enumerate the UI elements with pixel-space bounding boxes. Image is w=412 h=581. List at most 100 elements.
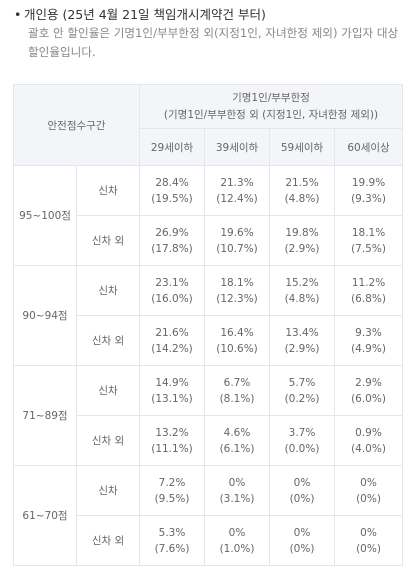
discount-rate: 23.1% — [155, 276, 189, 289]
discount-rate: 0.9% — [355, 426, 382, 439]
discount-rate-cell: 28.4% (19.5%) — [139, 165, 205, 216]
discount-rate-cell: 21.5% (4.8%) — [269, 165, 335, 216]
discount-rate-cell: 23.1% (16.0%) — [139, 265, 205, 316]
discount-rate-cell: 21.6% (14.2%) — [139, 315, 205, 366]
alt-discount-rate: (1.0%) — [219, 542, 255, 555]
discount-rate: 0% — [360, 476, 377, 489]
discount-rate-cell: 0% (0%) — [269, 465, 335, 516]
discount-rate-cell: 0% (0%) — [269, 515, 335, 566]
discount-rate-cell: 18.1% (12.3%) — [204, 265, 270, 316]
discount-rate: 14.9% — [155, 376, 189, 389]
discount-rate: 0% — [360, 526, 377, 539]
discount-rate: 7.2% — [158, 476, 186, 489]
discount-rate-cell: 16.4% (10.6%) — [204, 315, 270, 366]
heading-title: 개인용 (25년 4월 21일 책임개시계약건 부터) — [24, 7, 266, 22]
discount-rate-cell: 19.9% (9.3%) — [333, 165, 404, 216]
discount-rate: 28.4% — [155, 176, 189, 189]
discount-rate-cell: 3.7% (0.0%) — [269, 415, 335, 466]
group-header: 기명1인/부부한정 (기명1인/부부한정 외 (지정1인, 자녀한정 제외)) — [138, 84, 404, 129]
discount-rate: 0% — [228, 476, 246, 489]
alt-discount-rate: (0.2%) — [284, 392, 320, 405]
discount-rate: 5.7% — [288, 376, 316, 389]
discount-table: 안전점수구간 기명1인/부부한정 (기명1인/부부한정 외 (지정1인, 자녀한… — [13, 84, 404, 566]
age-header: 39세이하 — [204, 128, 270, 166]
discount-rate: 13.4% — [285, 326, 319, 339]
group-header-subtitle: (기명1인/부부한정 외 (지정1인, 자녀한정 제외)) — [163, 108, 379, 121]
discount-rate: 21.3% — [220, 176, 254, 189]
alt-discount-rate: (4.0%) — [351, 442, 386, 455]
alt-discount-rate: (6.8%) — [351, 292, 386, 305]
discount-rate: 19.8% — [285, 226, 319, 239]
alt-discount-rate: (2.9%) — [284, 342, 320, 355]
discount-rate: 11.2% — [351, 276, 386, 289]
table-row: 95~100점 신차 28.4% (19.5%) 21.3% (12.4%) 21.5% (4… — [13, 165, 404, 266]
vehicle-type-cell: 신차 — [76, 265, 140, 316]
discount-rate: 15.2% — [285, 276, 319, 289]
discount-rate: 0% — [293, 526, 311, 539]
vehicle-type-cell: 신차 — [76, 465, 140, 516]
vehicle-type-cell: 신차 외 — [76, 515, 140, 566]
discount-rate-cell: 7.2% (9.5%) — [139, 465, 205, 516]
discount-rate-cell: 0% (0%) — [333, 515, 404, 566]
alt-discount-rate: (7.6%) — [154, 542, 190, 555]
group-header-title: 기명1인/부부한정 — [232, 91, 310, 104]
discount-rate-cell: 0% (1.0%) — [204, 515, 270, 566]
discount-rate-cell: 9.3% (4.9%) — [333, 315, 404, 366]
table-row: 신차 외 5.3% (7.6%) 0% (1.0%) 0% (0%) 0% (0%) — [14, 515, 404, 566]
alt-discount-rate: (17.8%) — [151, 242, 193, 255]
alt-discount-rate: (19.5%) — [151, 192, 193, 205]
alt-discount-rate: (13.1%) — [151, 392, 193, 405]
table-row: 신차 외 26.9% (17.8%) 19.6% (10.7%) 19.8% (2.9%) 1… — [14, 215, 404, 266]
alt-discount-rate: (0%) — [356, 542, 381, 555]
discount-rate-cell: 0% (0%) — [333, 465, 404, 516]
age-header: 60세이상 — [333, 128, 404, 166]
discount-rate-cell: 21.3% (12.4%) — [204, 165, 270, 216]
age-header: 29세이하 — [139, 128, 205, 166]
discount-rate-cell: 18.1% (7.5%) — [333, 215, 404, 266]
discount-rate: 19.9% — [351, 176, 386, 189]
age-header: 59세이하 — [269, 128, 335, 166]
discount-rate-cell: 6.7% (8.1%) — [204, 365, 270, 416]
bullet-dot: • — [14, 7, 22, 22]
alt-discount-rate: (3.1%) — [219, 492, 255, 505]
alt-discount-rate: (9.5%) — [154, 492, 190, 505]
discount-rate: 9.3% — [355, 326, 382, 339]
discount-note: 괄호 안 할인율은 기명1인/부부한정 외(지정1인, 자녀한정 제외) 가입자… — [28, 26, 399, 59]
alt-discount-rate: (10.7%) — [216, 242, 258, 255]
discount-rate-cell: 4.6% (6.1%) — [204, 415, 270, 466]
discount-rate-cell: 5.3% (7.6%) — [139, 515, 205, 566]
alt-discount-rate: (6.1%) — [219, 442, 255, 455]
alt-discount-rate: (7.5%) — [351, 242, 386, 255]
alt-discount-rate: (9.3%) — [351, 192, 386, 205]
discount-rate: 0% — [228, 526, 246, 539]
alt-discount-rate: (2.9%) — [284, 242, 320, 255]
discount-rate-cell: 13.2% (11.1%) — [139, 415, 205, 466]
alt-discount-rate: (4.8%) — [284, 192, 320, 205]
alt-discount-rate: (12.4%) — [216, 192, 258, 205]
discount-rate-cell: 2.9% (6.0%) — [333, 365, 404, 416]
discount-rate-cell: 19.8% (2.9%) — [269, 215, 335, 266]
table-row: 신차 외 21.6% (14.2%) 16.4% (10.6%) 13.4% (2.9%) 9… — [14, 315, 404, 366]
discount-rate: 0% — [293, 476, 311, 489]
discount-rate-cell: 5.7% (0.2%) — [269, 365, 335, 416]
discount-rate: 6.7% — [223, 376, 251, 389]
vehicle-type-cell: 신차 — [76, 165, 140, 216]
discount-rate-cell: 0.9% (4.0%) — [333, 415, 404, 466]
alt-discount-rate: (6.0%) — [351, 392, 386, 405]
score-range-cell: 61~70점 — [13, 465, 77, 566]
discount-rate: 26.9% — [155, 226, 189, 239]
alt-discount-rate: (12.3%) — [216, 292, 258, 305]
discount-rate-cell: 11.2% (6.8%) — [333, 265, 404, 316]
table-row: 61~70점 신차 7.2% (9.5%) 0% (3.1%) 0% (0%) 0% (0%) — [13, 465, 404, 566]
section-header: 안전점수구간 — [13, 84, 140, 166]
alt-discount-rate: (0%) — [356, 492, 381, 505]
table-row: 71~89점 신차 14.9% (13.1%) 6.7% (8.1%) 5.7% (0.2%)… — [13, 365, 404, 466]
discount-rate: 18.1% — [220, 276, 254, 289]
vehicle-type-cell: 신차 외 — [76, 215, 140, 266]
discount-rate: 16.4% — [220, 326, 254, 339]
alt-discount-rate: (10.6%) — [216, 342, 258, 355]
score-range-cell: 95~100점 — [13, 165, 77, 266]
discount-rate: 18.1% — [351, 226, 386, 239]
alt-discount-rate: (0%) — [289, 492, 315, 505]
discount-rate: 3.7% — [288, 426, 316, 439]
